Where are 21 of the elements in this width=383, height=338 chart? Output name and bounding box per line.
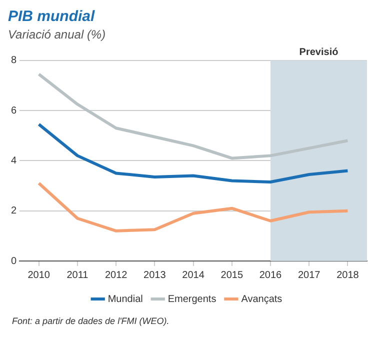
y-tick-label: 6 [11, 105, 17, 116]
x-tick-label: 2010 [28, 270, 50, 281]
legend-label: Mundial [108, 294, 143, 305]
x-tick-label: 2016 [259, 270, 282, 281]
x-tick-label: 2014 [182, 270, 205, 281]
x-tick-label: 2015 [220, 270, 244, 281]
x-tick-label: 2012 [104, 270, 128, 281]
band-label: Previsió [299, 47, 338, 58]
x-tick-label: 2018 [336, 270, 360, 281]
y-tick-label: 2 [11, 206, 17, 217]
x-tick-label: 2017 [298, 270, 321, 281]
y-tick-label: 8 [11, 55, 17, 66]
y-tick-label: 0 [11, 256, 17, 267]
x-tick-label: 2011 [66, 270, 89, 281]
chart-title: PIB mundial [8, 8, 96, 26]
x-tick-label: 2013 [144, 270, 166, 281]
legend-label: Avançats [241, 294, 282, 305]
text: Font: a partir de dades de l'FMI (WEO). [12, 316, 170, 326]
legend-label: Emergents [168, 294, 216, 305]
chart-subtitle: Variació anual (%) [8, 28, 106, 42]
y-tick-label: 4 [11, 155, 17, 166]
